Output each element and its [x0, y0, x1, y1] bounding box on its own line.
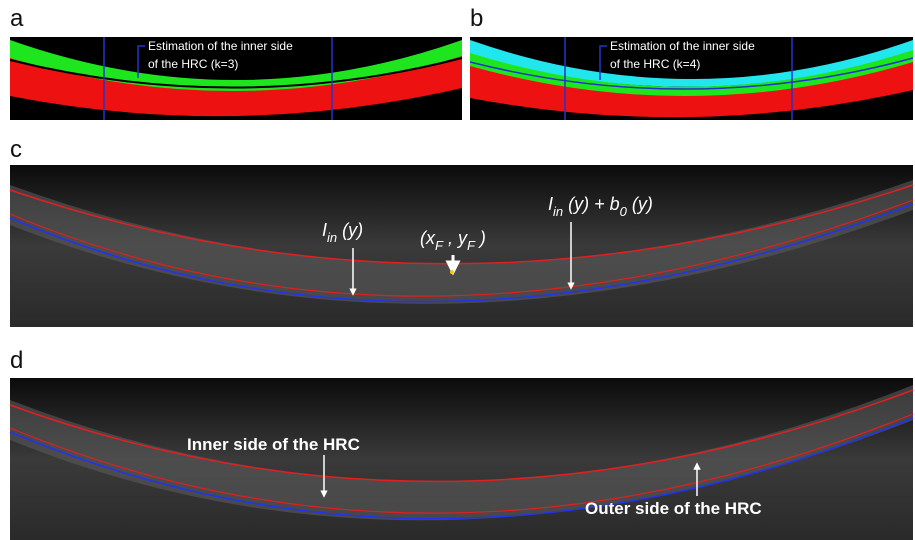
oct-image — [9, 165, 914, 327]
annotation: Estimation of the inner side of the HRC … — [148, 39, 296, 71]
panel-label: a — [10, 5, 24, 32]
annotation: Estimation of the inner side of the HRC … — [610, 39, 758, 71]
segmentation-image — [9, 37, 463, 120]
annotation: Outer side of the HRC — [585, 499, 762, 518]
segmentation-image — [469, 37, 914, 120]
formula: Iin (y) — [322, 220, 363, 245]
formula: Iin (y) + b0 (y) — [548, 194, 653, 219]
panel-label: c — [10, 136, 22, 163]
oct-image — [9, 378, 914, 540]
annotation: Inner side of the HRC — [187, 435, 360, 454]
formula: (xF , yF ) — [420, 228, 486, 253]
panel-label: d — [10, 347, 23, 374]
panel-label: b — [470, 5, 483, 32]
